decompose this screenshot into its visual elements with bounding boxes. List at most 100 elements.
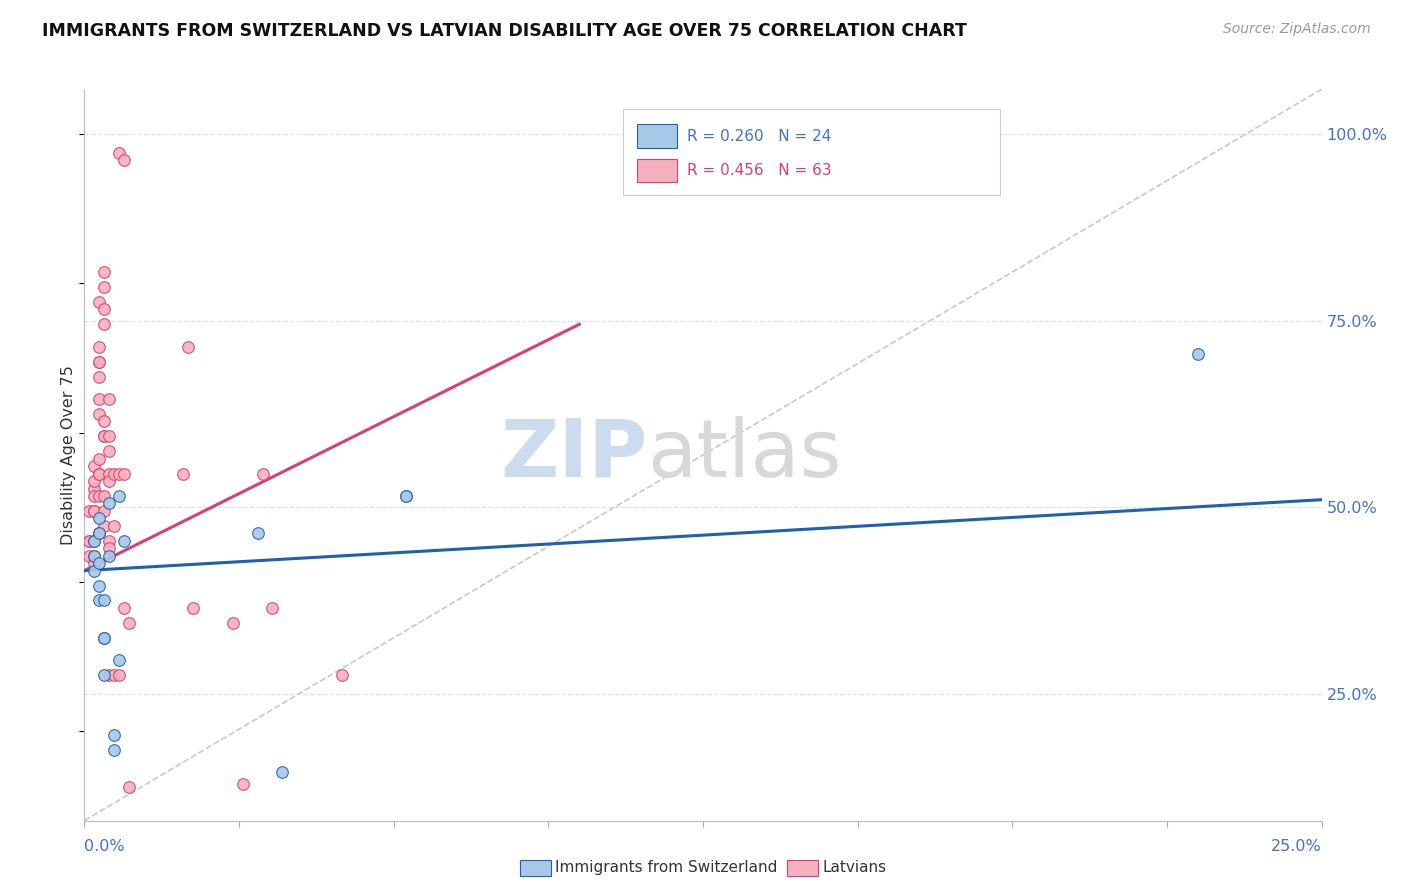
Point: [103, 467, 125, 481]
Point: [112, 533, 135, 548]
Point: [112, 467, 135, 481]
Text: 25.0%: 25.0%: [1271, 839, 1322, 855]
Point: [93, 631, 115, 645]
Point: [89, 578, 111, 592]
Point: [246, 526, 269, 541]
Point: [93, 668, 115, 682]
Point: [93, 429, 115, 443]
Point: [83, 459, 105, 474]
Point: [98, 541, 121, 556]
Point: [395, 489, 418, 503]
Point: [89, 593, 111, 607]
Point: [79, 549, 101, 563]
Point: [89, 489, 111, 503]
Text: IMMIGRANTS FROM SWITZERLAND VS LATVIAN DISABILITY AGE OVER 75 CORRELATION CHART: IMMIGRANTS FROM SWITZERLAND VS LATVIAN D…: [42, 22, 967, 40]
Text: Source: ZipAtlas.com: Source: ZipAtlas.com: [1223, 22, 1371, 37]
Point: [108, 489, 131, 503]
Point: [89, 451, 111, 466]
Point: [89, 526, 111, 541]
Point: [98, 429, 121, 443]
Point: [330, 668, 353, 682]
Point: [118, 780, 141, 794]
Point: [271, 765, 294, 780]
Point: [232, 777, 254, 791]
Point: [89, 467, 111, 481]
Point: [108, 145, 131, 160]
Point: [89, 556, 111, 570]
Text: 0.0%: 0.0%: [84, 839, 125, 855]
Point: [103, 668, 125, 682]
Point: [83, 533, 105, 548]
Point: [93, 265, 115, 279]
Point: [83, 489, 105, 503]
Point: [103, 518, 125, 533]
Point: [89, 369, 111, 384]
Y-axis label: Disability Age Over 75: Disability Age Over 75: [60, 365, 76, 545]
Point: [89, 526, 111, 541]
Point: [118, 615, 141, 630]
Point: [83, 564, 105, 578]
Text: atlas: atlas: [647, 416, 842, 494]
Text: R = 0.456   N = 63: R = 0.456 N = 63: [688, 163, 831, 178]
Point: [98, 467, 121, 481]
Point: [89, 511, 111, 525]
Point: [177, 340, 200, 354]
Point: [93, 631, 115, 645]
Point: [98, 496, 121, 510]
Text: R = 0.260   N = 24: R = 0.260 N = 24: [688, 128, 831, 144]
Point: [222, 615, 245, 630]
Point: [93, 518, 115, 533]
Text: Latvians: Latvians: [823, 861, 887, 875]
Point: [89, 354, 111, 368]
Point: [89, 354, 111, 368]
Point: [93, 318, 115, 332]
Point: [262, 601, 284, 615]
Point: [103, 743, 125, 757]
Point: [395, 489, 418, 503]
Point: [93, 302, 115, 317]
FancyBboxPatch shape: [623, 109, 1000, 195]
Bar: [637, 159, 678, 182]
Point: [93, 429, 115, 443]
Point: [83, 556, 105, 570]
Point: [89, 392, 111, 406]
Point: [108, 668, 131, 682]
Point: [172, 467, 194, 481]
Point: [112, 601, 135, 615]
Point: [98, 444, 121, 458]
Point: [98, 392, 121, 406]
Point: [79, 504, 101, 518]
Point: [108, 467, 131, 481]
Point: [89, 526, 111, 541]
Point: [89, 407, 111, 421]
Text: Immigrants from Switzerland: Immigrants from Switzerland: [555, 861, 778, 875]
Point: [98, 474, 121, 488]
Point: [108, 653, 131, 667]
Point: [83, 504, 105, 518]
Point: [98, 533, 121, 548]
Point: [1187, 347, 1209, 361]
Point: [252, 467, 274, 481]
Point: [98, 549, 121, 563]
Point: [103, 728, 125, 742]
Point: [89, 467, 111, 481]
Point: [89, 294, 111, 309]
Point: [83, 549, 105, 563]
Point: [93, 593, 115, 607]
Point: [83, 533, 105, 548]
Point: [93, 414, 115, 428]
Point: [93, 504, 115, 518]
Point: [93, 489, 115, 503]
Point: [98, 668, 121, 682]
Point: [83, 549, 105, 563]
Point: [112, 153, 135, 167]
Point: [79, 533, 101, 548]
Bar: [637, 124, 678, 148]
Text: ZIP: ZIP: [501, 416, 647, 494]
Point: [89, 340, 111, 354]
Point: [79, 533, 101, 548]
Point: [181, 601, 204, 615]
Point: [93, 280, 115, 294]
Point: [83, 504, 105, 518]
Point: [83, 474, 105, 488]
